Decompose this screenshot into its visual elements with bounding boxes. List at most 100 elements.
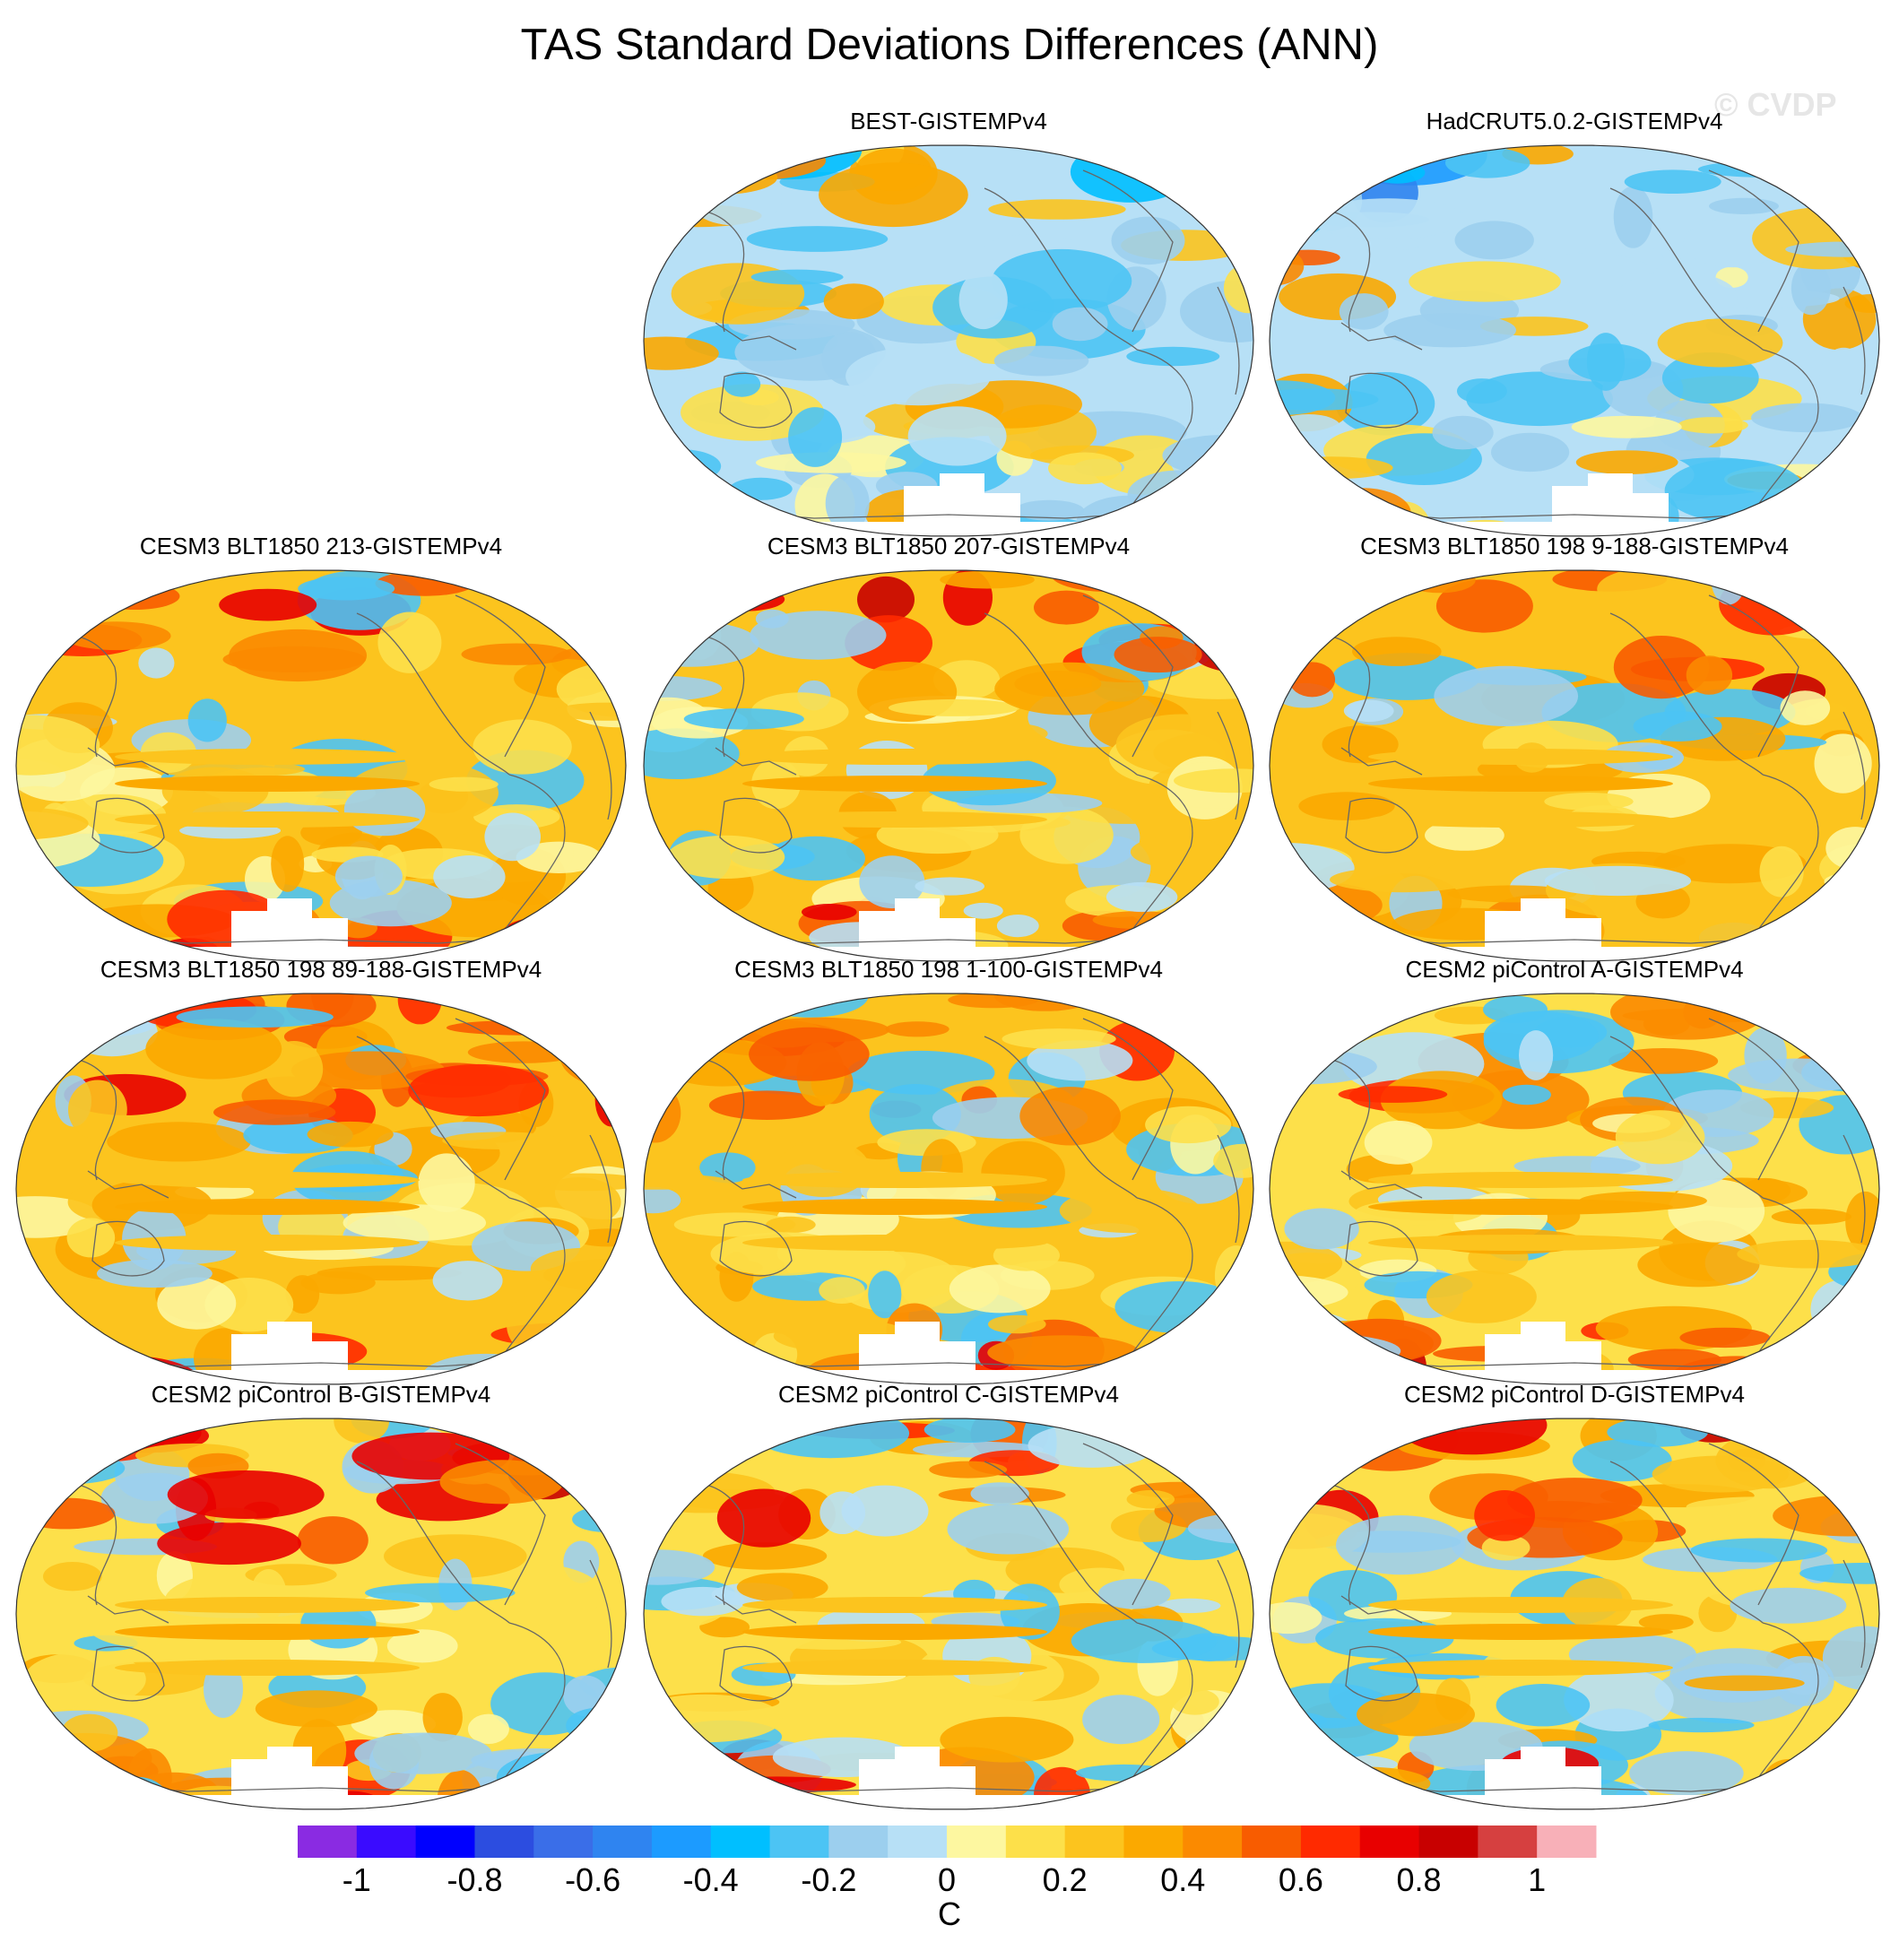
anomaly-region [1607,1418,1709,1447]
coastline [87,747,169,776]
anomaly-region [1616,271,1738,323]
anomaly-region [654,1418,700,1471]
anomaly-region [1170,1688,1219,1715]
anomaly-region [648,1421,732,1474]
anomaly-region [885,1021,950,1037]
colorbar-swatch [1478,1826,1538,1858]
anomaly-region [167,1470,325,1519]
anomaly-region [1847,1278,1879,1331]
coastline [499,1622,566,1785]
colorbar-swatch [356,1826,417,1858]
anomaly-region [963,902,1003,919]
anomaly-region [819,1277,865,1304]
colorbar-tick-label: 0.2 [1042,1861,1088,1898]
anomaly-region [716,570,807,591]
anomaly-region [745,507,802,522]
coastline [1708,169,1799,333]
anomaly-region [788,407,843,467]
anomaly-region [1034,590,1099,625]
coastline [719,797,793,854]
anomaly-region [65,1008,158,1057]
anomaly-region [644,1418,698,1458]
anomaly-region [307,1121,394,1148]
tropical-band [1368,776,1673,792]
anomaly-region [520,1173,626,1192]
anomaly-region [1205,1333,1248,1360]
anomaly-region [644,473,732,505]
anomaly-region [991,248,1132,313]
anomaly-region [107,1122,251,1162]
anomaly-region [1613,636,1710,699]
panel-title: CESM2 piControl B-GISTEMPv4 [151,1381,491,1408]
coastline [984,187,1138,351]
coastline [715,322,797,351]
coastline [1082,1018,1174,1181]
anomaly-region [988,1314,1046,1334]
anomaly-region [1218,603,1253,664]
anomaly-region [594,1479,626,1513]
coastline [1345,1220,1418,1277]
coastline [356,612,510,776]
anomaly-region [1075,1764,1173,1782]
panel-title: CESM3 BLT1850 198 89-188-GISTEMPv4 [100,956,542,983]
coastline [1753,349,1819,512]
anomaly-region [819,162,968,228]
anomaly-region [187,698,227,742]
anomaly-region [1126,1489,1175,1509]
anomaly-region [1818,1728,1879,1749]
anomaly-region [1376,145,1412,164]
coastline [1127,774,1193,937]
coastline [589,711,612,820]
coastline [1127,1622,1193,1785]
anomaly-region [1568,343,1652,382]
anomaly-region [1380,1071,1503,1130]
anomaly-region [723,371,761,397]
anomaly-region [644,1174,733,1190]
anomaly-region [1648,1717,1755,1733]
anomaly-region [1491,432,1570,473]
anomaly-region [377,611,442,673]
anomaly-region [527,1344,626,1364]
anomaly-region [940,1716,1074,1763]
tropical-band [742,1235,1047,1251]
anomaly-region [422,1693,463,1742]
anomaly-region [1285,733,1321,754]
colorbar-swatch [1064,1826,1124,1858]
tropical-band [742,1660,1047,1676]
anomaly-region [1843,612,1879,651]
anomaly-region [947,1504,1070,1555]
anomaly-region [1637,1243,1760,1288]
anomaly-region [1014,499,1084,521]
anomaly-region [1097,1578,1171,1609]
coastline [455,1018,546,1181]
tropical-band [1368,1597,1673,1613]
tropical-band [1368,1199,1673,1215]
anomaly-region [1513,1156,1641,1176]
anomaly-region [1270,484,1363,536]
anomaly-region [1791,261,1831,316]
anomaly-region [1284,1208,1359,1250]
anomaly-region [1276,414,1340,439]
coastline [1753,1622,1819,1785]
coastline [589,1134,612,1244]
coastline [1843,1559,1866,1669]
anomaly-region [929,1461,1008,1479]
global-map [1269,993,1880,1385]
anomaly-region [729,477,793,500]
colorbar-tick-label: -0.8 [447,1861,503,1898]
coastline [1217,286,1240,395]
tropical-band [742,1624,1047,1640]
anomaly-region [1633,711,1722,742]
anomaly-region [16,1196,100,1238]
anomaly-region [1364,1120,1433,1165]
anomaly-region [1111,216,1185,265]
colorbar-swatch [888,1826,948,1858]
anomaly-region [708,1090,826,1120]
coastline [455,1443,546,1606]
coastline [1082,169,1174,333]
anomaly-region [429,776,499,792]
anomaly-region [1316,488,1411,536]
coastline [1082,1443,1174,1606]
coastline [1217,711,1240,820]
anomaly-region [1343,699,1394,723]
